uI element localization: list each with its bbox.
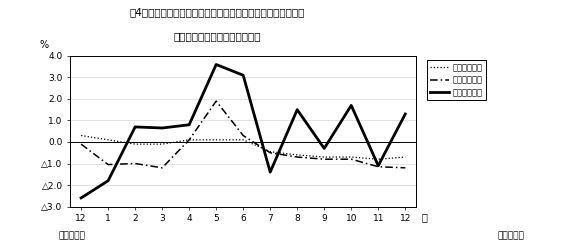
常用雇用指数 [213, 138, 220, 141]
Text: 平成１９年: 平成１９年 [498, 232, 524, 241]
常用雇用指数 [105, 138, 112, 141]
総実労働時間 [321, 158, 328, 161]
常用雇用指数 [347, 156, 355, 158]
Text: %: % [40, 40, 49, 50]
Text: 平成１８年: 平成１８年 [59, 232, 86, 241]
現金給与総額 [267, 171, 274, 174]
現金給与総額 [132, 125, 139, 128]
常用雇用指数 [240, 138, 247, 141]
現金給与総額 [213, 63, 220, 66]
総実労働時間 [374, 165, 381, 168]
常用雇用指数 [77, 134, 84, 137]
総実労働時間 [77, 143, 84, 146]
現金給与総額 [105, 179, 112, 182]
常用雇用指数 [132, 143, 139, 146]
常用雇用指数 [402, 156, 409, 158]
総実労働時間 [186, 138, 193, 141]
総実労働時間 [159, 166, 166, 169]
現金給与総額 [186, 123, 193, 126]
総実労働時間 [402, 166, 409, 169]
現金給与総額 [240, 74, 247, 77]
常用雇用指数 [159, 143, 166, 146]
総実労働時間 [267, 151, 274, 154]
現金給与総額 [374, 164, 381, 167]
現金給与総額 [347, 104, 355, 107]
総実労働時間 [347, 158, 355, 161]
Line: 常用雇用指数: 常用雇用指数 [81, 136, 406, 159]
Line: 現金給与総額: 現金給与総額 [81, 64, 406, 198]
Text: 第4図　　賃金、労働時間、常用雇用指数対前年同月比の推移: 第4図 賃金、労働時間、常用雇用指数対前年同月比の推移 [129, 7, 305, 17]
総実労働時間 [240, 134, 247, 137]
現金給与総額 [294, 108, 301, 111]
Line: 総実労働時間: 総実労働時間 [81, 101, 406, 168]
総実労働時間 [213, 100, 220, 103]
常用雇用指数 [321, 156, 328, 158]
Text: 月: 月 [421, 213, 427, 223]
Legend: 常用雇用指数, 総実労働時間, 現金給与総額: 常用雇用指数, 総実労働時間, 現金給与総額 [427, 60, 486, 100]
現金給与総額 [402, 113, 409, 115]
Text: （規横５人以上　調査産業計）: （規横５人以上 調査産業計） [173, 32, 261, 42]
常用雇用指数 [186, 138, 193, 141]
総実労働時間 [294, 156, 301, 158]
現金給与総額 [77, 197, 84, 200]
常用雇用指数 [374, 158, 381, 161]
総実労働時間 [105, 163, 112, 166]
常用雇用指数 [294, 153, 301, 156]
現金給与総額 [321, 147, 328, 150]
総実労働時間 [132, 162, 139, 165]
現金給与総額 [159, 127, 166, 130]
常用雇用指数 [267, 150, 274, 153]
